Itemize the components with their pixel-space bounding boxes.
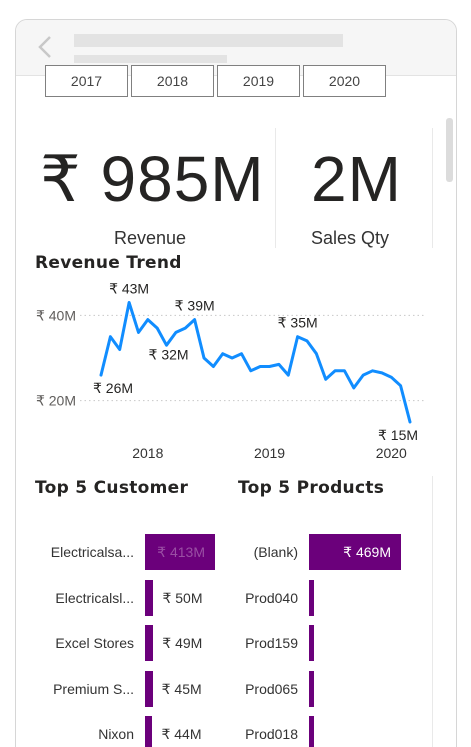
customer-bar[interactable]: [145, 579, 154, 616]
data-point: [343, 369, 346, 372]
data-label: ₹ 26M: [93, 380, 133, 396]
data-point: [155, 326, 159, 330]
customer-value-label: ₹ 44M: [161, 726, 202, 742]
data-label: ₹ 32M: [149, 346, 189, 362]
data-label: ₹ 15M: [378, 427, 418, 443]
data-point: [118, 348, 121, 351]
x-tick-label: 2018: [132, 445, 163, 461]
data-point: [277, 363, 281, 366]
phone-frame: [15, 19, 457, 747]
data-point: [230, 356, 234, 360]
revenue-trend-chart[interactable]: ₹ 20M ₹ 40M 2018 2019 2020 ₹ 26M ₹ 43M ₹ 32M ₹ 3…: [0, 280, 471, 470]
data-point: [352, 386, 356, 390]
data-label: ₹ 43M: [109, 281, 149, 297]
data-point: [296, 335, 299, 338]
year-button-2020[interactable]: 2020: [303, 65, 386, 97]
data-point: [287, 373, 290, 377]
kpi-right-divider: [432, 128, 433, 248]
top-customer-title: Top 5 Customer: [35, 478, 189, 498]
y-tick-label: ₹ 20M: [36, 393, 76, 409]
year-slicer: 2017 2018 2019 2020: [45, 65, 386, 97]
customer-bar[interactable]: [145, 670, 153, 707]
data-point: [399, 384, 402, 387]
year-button-2019[interactable]: 2019: [217, 65, 300, 97]
x-tick-label: 2020: [376, 445, 407, 461]
data-point: [99, 373, 103, 377]
product-category-label: Prod040: [245, 589, 298, 606]
data-point: [324, 378, 327, 381]
data-point: [146, 318, 150, 321]
data-point: [361, 373, 365, 377]
product-category-label: Prod065: [245, 680, 298, 697]
data-point: [371, 369, 374, 372]
data-point: [305, 339, 309, 343]
data-point: [249, 369, 253, 372]
data-point: [240, 352, 243, 355]
product-category-label: Prod159: [245, 635, 298, 651]
data-point: [165, 344, 168, 347]
data-point: [184, 326, 187, 330]
sales-qty-kpi-label: Sales Qty: [311, 228, 390, 248]
product-category-label: Prod018: [245, 726, 298, 742]
data-label: ₹ 35M: [278, 315, 318, 331]
data-point: [127, 301, 131, 304]
product-category-label: (Blank): [253, 544, 298, 560]
data-point: [408, 420, 412, 424]
customer-bar[interactable]: [145, 625, 154, 661]
revenue-series-line: [99, 301, 412, 424]
customer-value-label: ₹ 49M: [162, 635, 203, 651]
y-tick-label: ₹ 40M: [36, 307, 76, 323]
data-point: [212, 365, 215, 368]
year-button-2017[interactable]: 2017: [45, 65, 128, 97]
bottom-right-divider: [432, 476, 433, 747]
data-label: ₹ 39M: [175, 298, 215, 314]
title-placeholder: [74, 34, 343, 47]
customer-bar[interactable]: [145, 716, 153, 747]
top-products-title: Top 5 Products: [238, 478, 385, 498]
customer-category-label: Premium S...: [53, 680, 134, 697]
data-point: [221, 352, 224, 355]
data-point: [268, 365, 271, 368]
product-value-label: ₹ 469M: [343, 544, 391, 560]
product-bar[interactable]: [309, 625, 314, 661]
subtitle-placeholder: [74, 55, 227, 63]
customer-value-label: ₹ 45M: [161, 680, 202, 697]
data-point: [174, 331, 178, 334]
data-point: [109, 335, 112, 338]
data-point: [193, 318, 196, 321]
kpi-divider: [275, 128, 276, 248]
customer-bar[interactable]: [145, 534, 215, 570]
data-point: [380, 371, 384, 375]
data-point: [137, 331, 140, 334]
customer-category-label: Electricalsa...: [50, 544, 134, 560]
data-point: [333, 369, 337, 372]
customer-value-label: ₹ 50M: [162, 589, 203, 606]
data-point: [315, 352, 318, 355]
year-button-2018[interactable]: 2018: [131, 65, 214, 97]
revenue-trend-title: Revenue Trend: [35, 253, 182, 273]
customer-category-label: Excel Stores: [55, 635, 134, 651]
product-bar[interactable]: [309, 670, 314, 707]
product-bar[interactable]: [309, 579, 314, 616]
product-bar[interactable]: [309, 534, 401, 570]
customer-category-label: Nixon: [98, 726, 134, 742]
customer-category-label: Electricalsl...: [55, 589, 134, 606]
scrollbar-thumb[interactable]: [446, 118, 453, 182]
back-arrow-icon[interactable]: [36, 34, 56, 60]
revenue-kpi-value: ₹ 985M: [40, 143, 265, 215]
product-bar[interactable]: [309, 716, 314, 747]
revenue-kpi-label: Revenue: [114, 228, 187, 248]
data-point: [202, 356, 206, 360]
sales-qty-kpi-value: 2M: [311, 143, 402, 215]
data-point: [390, 376, 393, 379]
data-point: [258, 365, 262, 368]
x-tick-label: 2019: [254, 445, 285, 461]
customer-value-label: ₹ 413M: [157, 544, 205, 560]
